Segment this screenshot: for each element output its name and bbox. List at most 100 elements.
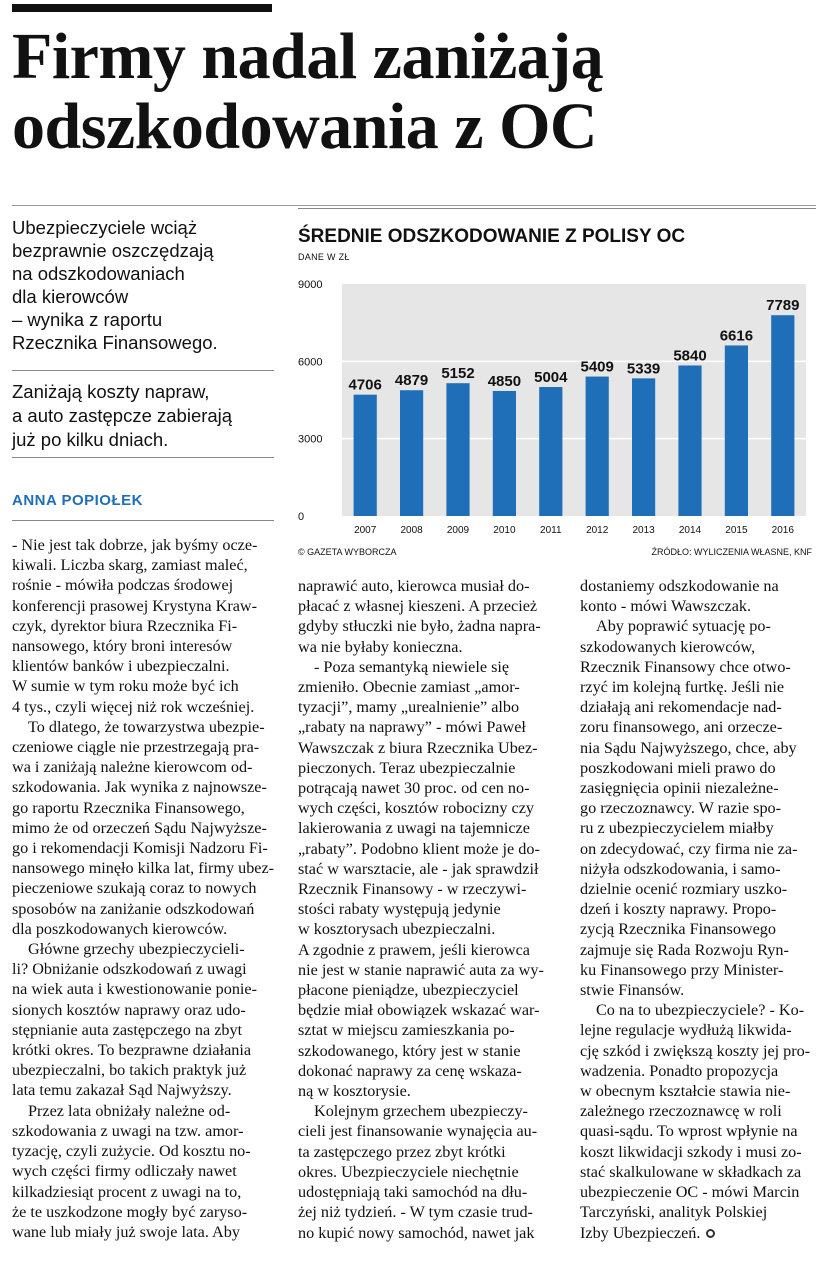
y-tick-label: 6000 bbox=[298, 356, 322, 368]
text-line: konferencji prasowej Krystyna Kraw- bbox=[12, 596, 257, 615]
x-tick-label: 2012 bbox=[586, 525, 609, 536]
text-line: no kupić nowy samochód, nawet jak bbox=[298, 1223, 535, 1242]
chart-source: ŹRÓDŁO: WYLICZENIA WŁASNE, KNF bbox=[651, 547, 812, 557]
x-tick-label: 2011 bbox=[540, 525, 562, 536]
x-tick-label: 2007 bbox=[354, 525, 377, 536]
headline-line-1: Firmy nadal zaniżają bbox=[12, 20, 604, 93]
text-line: rośnie - mówiła podczas środowej bbox=[12, 576, 234, 595]
bar-2014 bbox=[678, 365, 702, 516]
text-line: niżyła odszkodowania, i samo- bbox=[580, 859, 781, 878]
text-line: zycją Rzecznika Finansowego bbox=[580, 920, 776, 939]
text-line: - Poza semantyką niewiele się bbox=[314, 657, 510, 676]
bar-2008 bbox=[400, 390, 424, 516]
text-line: zmieniło. Obecnie zamiast „amor- bbox=[298, 678, 520, 697]
bar-value-label: 5840 bbox=[673, 347, 706, 364]
x-tick-label: 2010 bbox=[493, 525, 516, 536]
text-line: wa i zaniżają należne kierowcom od- bbox=[12, 758, 253, 777]
bar-2009 bbox=[446, 383, 470, 516]
text-line: W sumie w tym roku może być ich bbox=[12, 677, 239, 696]
lead2-line: Zaniżają koszty napraw, bbox=[12, 381, 210, 402]
text-line: dla poszkodowanych kierowców. bbox=[12, 919, 228, 938]
text-line: Co na to ubezpieczyciele? - Ko- bbox=[596, 1001, 805, 1020]
text-line: w obecnym kształcie stawia nie- bbox=[580, 1082, 791, 1101]
text-line: ru z ubezpieczycielem miałby bbox=[580, 819, 774, 838]
text-line: pieczonych. Teraz ubezpieczalnie bbox=[298, 758, 516, 777]
author-separator bbox=[12, 520, 274, 521]
text-line: mimo że od orzeczeń Sądu Najwyższe- bbox=[12, 818, 267, 837]
headline-separator bbox=[12, 205, 816, 206]
text-line: go rzeczoznawcy. W razie spo- bbox=[580, 799, 782, 818]
text-line: zasięgnięcia opinii niezależne- bbox=[580, 779, 779, 798]
article-column-2: naprawić auto, kierowca musiał do-płacać… bbox=[298, 576, 556, 1243]
text-line: szkodowania z uwagi na tzw. amor- bbox=[12, 1121, 244, 1140]
end-of-article-icon bbox=[706, 1229, 716, 1239]
text-line: zależnego rzeczoznawcę w roli bbox=[580, 1102, 782, 1121]
text-line: sztat w miejscu zamieszkania po- bbox=[298, 1021, 515, 1040]
lead2-separator bbox=[12, 457, 274, 458]
bar-chart: 0 3000 6000 9000 4706 2007 4879 2008 5152 2009 485… bbox=[298, 279, 806, 536]
headline-line-2: odszkodowania z OC bbox=[12, 90, 598, 163]
lead-separator bbox=[12, 370, 274, 371]
text-line: stać w warsztacie, ale - jak sprawdził bbox=[298, 859, 539, 878]
text-line: cieli jest finansowanie wynajęcia au- bbox=[298, 1122, 538, 1141]
lead-line: dla kierowców bbox=[12, 286, 129, 307]
x-tick-label: 2016 bbox=[772, 525, 795, 536]
text-line: potrącają nawet 30 proc. od cen no- bbox=[298, 779, 530, 798]
y-tick-label: 9000 bbox=[298, 279, 322, 291]
text-line: Tarczyński, analityk Polskiej bbox=[580, 1203, 768, 1222]
text-line: wych części firmy odliczały nawet bbox=[12, 1162, 237, 1181]
bar-2011 bbox=[539, 387, 563, 516]
text-line: pieczeniowe szukają coraz to nowych bbox=[12, 879, 257, 898]
top-rule bbox=[12, 4, 272, 12]
text-line: Kolejnym grzechem ubezpieczy- bbox=[314, 1102, 528, 1121]
text-line: 4 tys., czyli więcej niż rok wcześniej. bbox=[12, 697, 255, 716]
text-line: sionych kosztów naprawy oraz udo- bbox=[12, 1000, 246, 1019]
text-line: w kosztorysach ubezpieczalni. bbox=[298, 920, 496, 939]
text-line: płacone pieniądze, ubezpieczyciel bbox=[298, 981, 519, 1000]
chart-subtitle: DANE W ZŁ bbox=[298, 252, 350, 262]
text-line: udostępniają taki samochód na dłu- bbox=[298, 1183, 528, 1202]
text-line: nia Sądu Najwyższego, chce, aby bbox=[580, 738, 797, 757]
text-line: dzielnie ocenić rozmiary uszko- bbox=[580, 880, 788, 899]
text-line: Aby poprawić sytuację po- bbox=[596, 617, 771, 636]
headline: Firmy nadal zaniżają odszkodowania z OC bbox=[12, 22, 816, 162]
text-line: lejne regulacje wydłużą likwida- bbox=[580, 1021, 792, 1040]
x-tick-label: 2013 bbox=[632, 525, 655, 536]
article-column-3: dostaniemy odszkodowanie na konto - mówi … bbox=[580, 576, 816, 1243]
text-line: gdyby stłuczki nie było, żadna napra- bbox=[298, 617, 541, 636]
text-line: Wawszczak z biura Rzecznika Ubez- bbox=[298, 738, 538, 757]
text-line: sposobów na zaniżanie odszkodowań bbox=[12, 899, 255, 918]
text-line: Rzecznik Finansowy - w rzeczywi- bbox=[298, 880, 527, 899]
text-line: lata temu zakazał Sąd Najwyższy. bbox=[12, 1081, 232, 1100]
bar-2010 bbox=[492, 390, 516, 516]
text-line: ną w kosztorysie. bbox=[298, 1082, 411, 1101]
y-tick-label: 3000 bbox=[298, 434, 322, 446]
author-byline: ANNA POPIOŁEK bbox=[12, 492, 143, 509]
text-line: nie jest w stanie naprawić auta za wy- bbox=[298, 960, 544, 979]
bar-value-label: 4706 bbox=[349, 377, 382, 394]
text-line: quasi-sądu. To wprost wpłynie na bbox=[580, 1122, 798, 1141]
bar-value-label: 7789 bbox=[766, 297, 799, 314]
bar-value-label: 6616 bbox=[720, 327, 753, 344]
text-line: czeniowe ciągle nie przestrzegają pra- bbox=[12, 738, 260, 757]
x-tick-label: 2015 bbox=[725, 525, 748, 536]
text-line: rzyć im kolejną furtkę. Jeśli nie bbox=[580, 678, 785, 697]
bar-value-label: 5152 bbox=[441, 365, 474, 382]
text-line: kiwali. Liczba skarg, zamiast maleć, bbox=[12, 556, 248, 575]
lead-line: na odszkodowaniach bbox=[12, 263, 185, 284]
text-line: ta zastępczego przez zbyt krótki bbox=[298, 1142, 506, 1161]
text-line: że te uszkodzone mogły być zaryso- bbox=[12, 1202, 248, 1221]
article-column-1: - Nie jest tak dobrze, jak byśmy ocze-ki… bbox=[12, 535, 274, 1242]
lead-line: – wynika z raportu bbox=[12, 309, 163, 330]
text-line: „rabaty”. Podobno klient może je do- bbox=[298, 839, 540, 858]
text-line: naprawić auto, kierowca musiał do- bbox=[298, 577, 530, 595]
lead-line: Rzecznika Finansowego. bbox=[12, 332, 218, 353]
text-line: ku Finansowego przy Minister- bbox=[580, 960, 784, 979]
text-line: go i rekomendacji Komisji Nadzoru Fi- bbox=[12, 839, 268, 858]
text-line: krótki okres. To bezprawne działania bbox=[12, 1041, 252, 1060]
text-line: Przez lata obniżały należne od- bbox=[28, 1101, 231, 1120]
y-tick-label: 0 bbox=[298, 511, 304, 523]
text-line: li? Obniżanie odszkodowań z uwagi bbox=[12, 960, 247, 979]
text-line: on zdecydować, czy firma nie za- bbox=[580, 839, 798, 858]
text-line: lakierowania z uwagi na tajemnicze bbox=[298, 819, 530, 838]
